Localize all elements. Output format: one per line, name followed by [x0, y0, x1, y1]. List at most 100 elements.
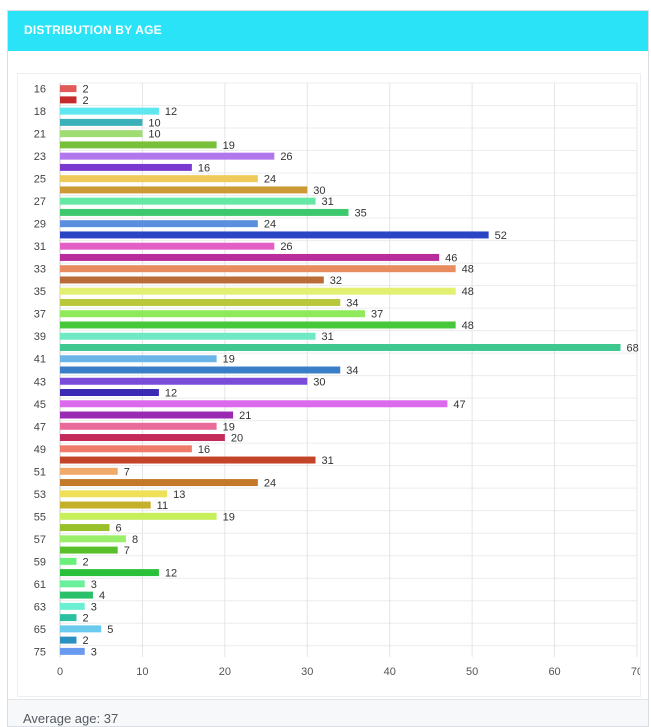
bar: [60, 276, 324, 284]
bar: [60, 512, 217, 520]
bar: [60, 366, 341, 374]
bar: [60, 85, 77, 93]
bar: [60, 434, 225, 442]
bar-value-label: 12: [165, 568, 177, 580]
y-tick-label: 39: [34, 331, 46, 343]
bar-value-label: 26: [280, 241, 292, 253]
y-tick-label: 65: [34, 624, 46, 636]
bar-value-label: 12: [165, 388, 177, 400]
bar: [60, 355, 217, 363]
bar-value-label: 24: [264, 478, 276, 490]
bar-value-label: 46: [445, 252, 457, 264]
bar: [60, 479, 258, 487]
bar: [60, 141, 217, 149]
bar-value-label: 3: [91, 601, 97, 613]
bar: [60, 411, 234, 419]
x-tick-label: 10: [136, 666, 148, 678]
y-tick-label: 59: [34, 556, 46, 568]
bar-value-label: 6: [115, 523, 121, 535]
bar-value-label: 16: [198, 162, 210, 174]
y-tick-label: 47: [34, 421, 46, 433]
bar-value-label: 68: [627, 342, 639, 354]
bar-value-label: 2: [82, 556, 88, 568]
y-tick-label: 53: [34, 489, 46, 501]
bar: [60, 118, 143, 126]
bar: [60, 96, 77, 104]
bar: [60, 287, 456, 295]
bar-value-label: 13: [173, 489, 185, 501]
bar: [60, 557, 77, 565]
bar-value-label: 12: [165, 106, 177, 118]
bar-value-label: 19: [223, 140, 235, 152]
bar: [60, 591, 93, 599]
bar: [60, 501, 151, 509]
bar-value-label: 24: [264, 219, 276, 231]
bar-value-label: 19: [223, 354, 235, 366]
bar: [60, 231, 489, 239]
bar: [60, 186, 308, 194]
bar-value-label: 19: [223, 511, 235, 523]
x-tick-label: 30: [301, 666, 313, 678]
bar: [60, 490, 168, 498]
y-tick-label: 29: [34, 219, 46, 231]
bar: [60, 310, 365, 318]
y-tick-label: 31: [34, 241, 46, 253]
y-tick-label: 57: [34, 534, 46, 546]
bar: [60, 163, 192, 171]
bar: [60, 377, 308, 385]
bar-value-label: 31: [322, 331, 334, 343]
bar: [60, 208, 349, 216]
bar: [60, 265, 456, 273]
bar-value-label: 21: [239, 410, 251, 422]
bar-value-label: 30: [313, 185, 325, 197]
bar: [60, 175, 258, 183]
bar-value-label: 3: [91, 646, 97, 658]
bar: [60, 332, 316, 340]
y-tick-label: 16: [34, 84, 46, 96]
bar: [60, 321, 456, 329]
bar-value-label: 34: [346, 365, 358, 377]
bar-value-label: 37: [371, 309, 383, 321]
bar-value-label: 2: [82, 95, 88, 107]
bar: [60, 602, 85, 610]
bar-value-label: 34: [346, 297, 358, 309]
x-tick-label: 20: [219, 666, 231, 678]
average-age-text: Average age: 37: [23, 711, 119, 726]
bar-value-label: 31: [322, 455, 334, 467]
bar: [60, 614, 77, 622]
y-tick-label: 61: [34, 579, 46, 591]
y-tick-label: 21: [34, 129, 46, 141]
bar-value-label: 52: [495, 230, 507, 242]
y-tick-label: 63: [34, 601, 46, 613]
bar: [60, 152, 275, 160]
bar-value-label: 47: [453, 399, 465, 411]
age-bar-chart: 0102030405060702162121810102119262316242…: [34, 82, 640, 678]
bar-value-label: 10: [148, 129, 160, 141]
bar: [60, 344, 621, 351]
bar-value-label: 11: [157, 500, 168, 512]
x-tick-label: 60: [548, 666, 560, 678]
bar-value-label: 26: [280, 151, 292, 163]
bar-value-label: 7: [124, 545, 130, 557]
y-tick-label: 25: [34, 174, 46, 186]
bar: [60, 422, 217, 430]
bar: [60, 535, 126, 543]
bar-value-label: 35: [355, 207, 367, 219]
y-tick-label: 37: [34, 309, 46, 321]
bar-value-label: 19: [223, 421, 235, 433]
bar: [60, 625, 102, 633]
chart-area: 0102030405060702162121810102119262316242…: [17, 73, 641, 697]
bar: [60, 456, 316, 464]
y-tick-label: 18: [34, 106, 46, 118]
bar-value-label: 2: [82, 635, 88, 647]
bar: [60, 445, 192, 453]
bar: [60, 197, 316, 205]
bar: [60, 130, 143, 138]
bar: [60, 242, 275, 250]
bar: [60, 580, 85, 588]
y-tick-label: 43: [34, 376, 46, 388]
bar-value-label: 2: [82, 84, 88, 96]
x-tick-label: 0: [57, 666, 63, 678]
bar: [60, 546, 118, 554]
y-tick-label: 41: [34, 354, 46, 366]
